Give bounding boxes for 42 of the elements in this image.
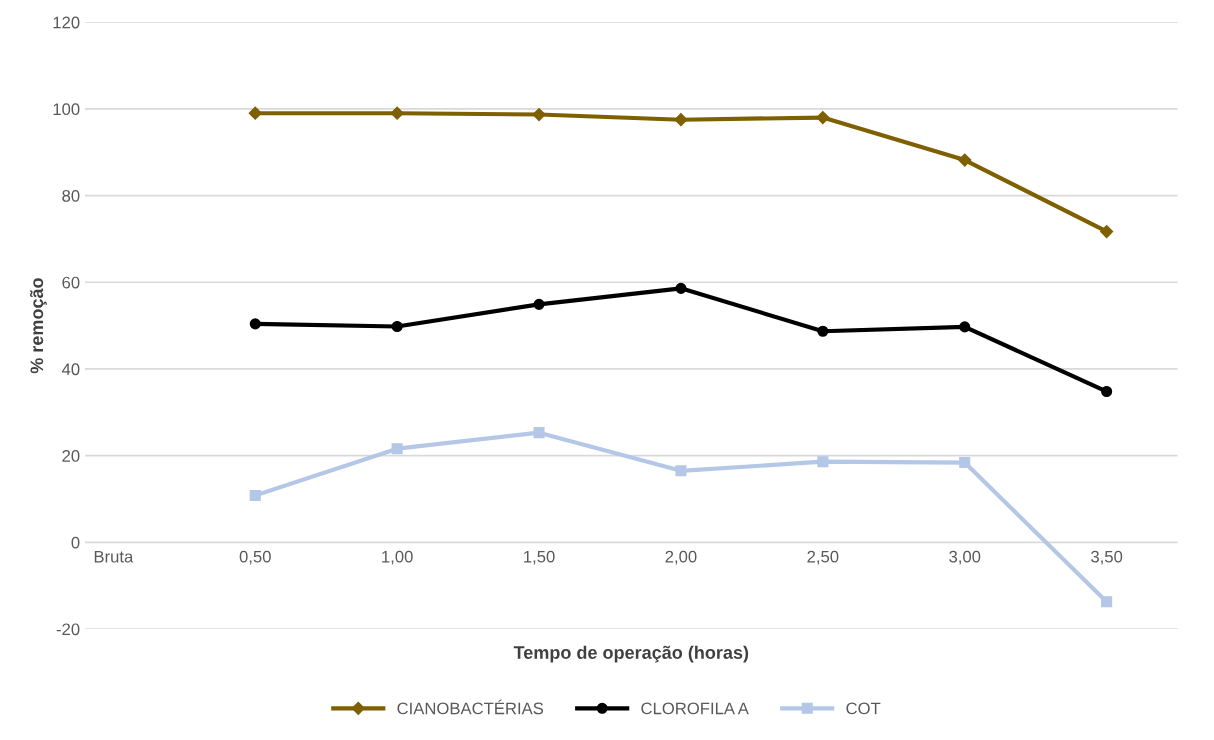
point — [817, 456, 829, 468]
x-tick-label: 1,00 — [382, 550, 413, 565]
point — [1101, 596, 1113, 608]
x-axis-title: Tempo de operação (horas) — [513, 645, 749, 663]
point — [816, 110, 830, 125]
x-tick-label: Bruta — [94, 550, 134, 563]
legend-label: CIANOBACTÉRIAS — [397, 699, 544, 715]
x-tick-label: 0,50 — [239, 550, 271, 565]
point — [533, 427, 545, 439]
point — [1101, 385, 1113, 398]
point — [390, 106, 404, 120]
point — [391, 443, 403, 455]
x-tick-label: 2,00 — [665, 550, 697, 565]
point — [1100, 224, 1114, 239]
point — [249, 489, 261, 502]
point — [675, 465, 687, 477]
y-tick-label: 80 — [62, 189, 80, 202]
y-tick-label: 120 — [53, 16, 80, 29]
x-tick-label: 1,50 — [524, 550, 555, 565]
point — [959, 457, 971, 469]
y-tick-label: 100 — [53, 103, 80, 116]
point — [958, 153, 972, 167]
point — [249, 318, 261, 330]
x-tick-label: 3,00 — [949, 550, 981, 565]
point — [532, 107, 546, 122]
y-tick-label: 20 — [62, 450, 80, 462]
y-tick-label: 60 — [62, 276, 80, 289]
point — [391, 320, 403, 333]
legend-label: COT — [846, 702, 881, 715]
y-tick-label: -20 — [56, 623, 80, 636]
y-tick-label: 40 — [61, 363, 80, 376]
point — [675, 282, 687, 294]
y-tick-label: 0 — [71, 536, 80, 549]
y-axis-title: % remoção — [30, 278, 47, 374]
point — [959, 321, 971, 333]
point — [248, 106, 262, 120]
x-tick-label: 2,50 — [807, 550, 839, 565]
point — [533, 298, 545, 310]
x-tick-label: 3,50 — [1091, 550, 1123, 565]
point — [674, 113, 688, 127]
point — [817, 325, 829, 337]
legend-label: CLOROFILA A — [641, 702, 749, 715]
